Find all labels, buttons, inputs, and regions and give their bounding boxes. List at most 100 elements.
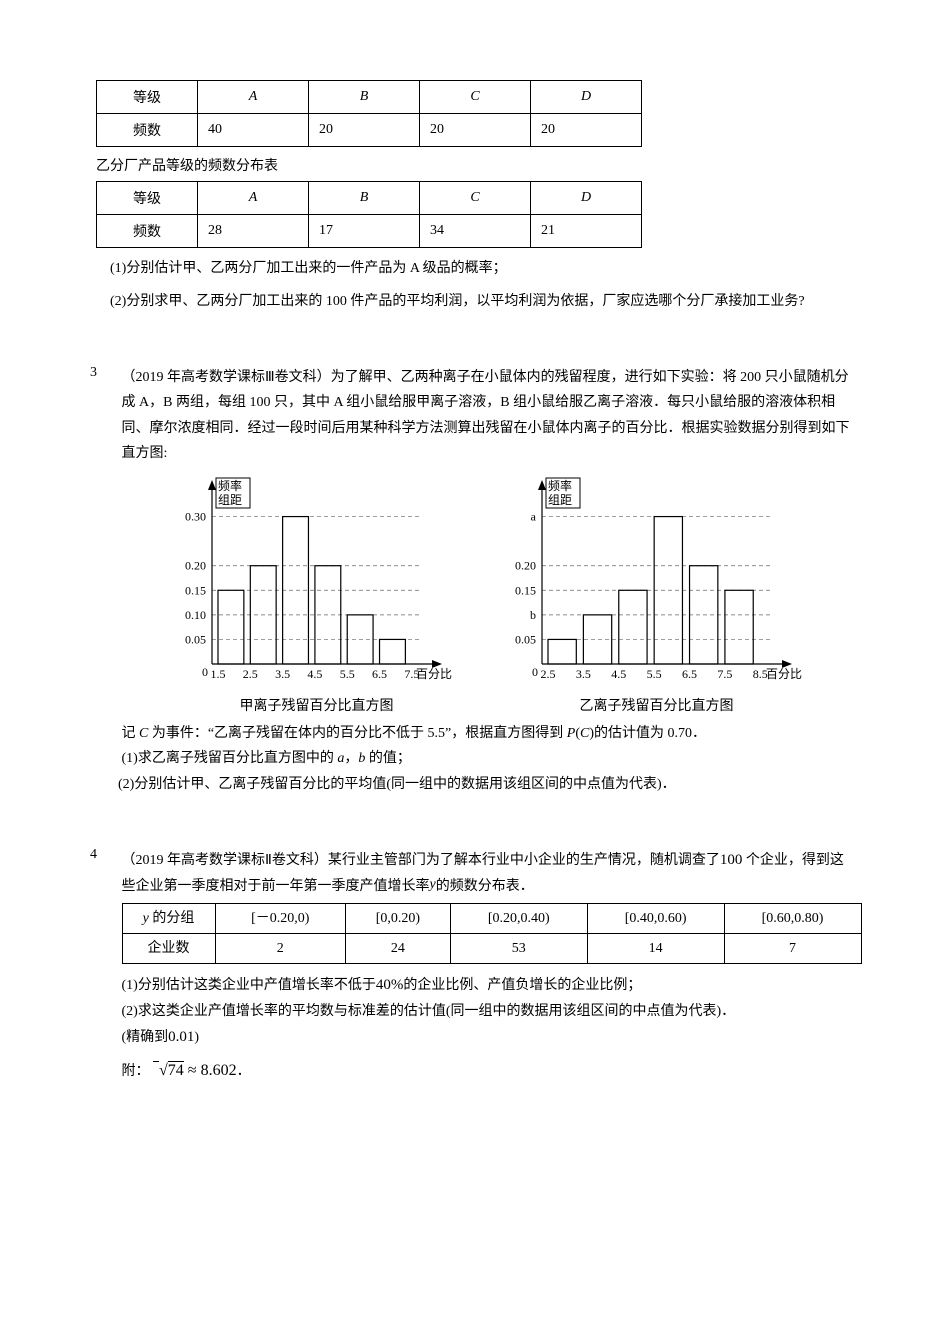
p3-q1: (1)求乙离子残留百分比直方图中的 a，b 的值； — [122, 746, 852, 771]
th-freq: 频数 — [97, 215, 198, 248]
hist1-caption: 甲离子残留百分比直方图 — [240, 694, 394, 719]
th-grade: 等级 — [97, 81, 198, 114]
td-c: 20 — [420, 114, 531, 147]
svg-text:5.5: 5.5 — [646, 667, 661, 681]
svg-text:0.15: 0.15 — [185, 583, 206, 597]
p4-q1b: 的企业比例、产值负增长的企业比例； — [403, 978, 641, 993]
p4-q1a: (1)分别估计这类企业中产值增长率不低于 — [122, 978, 376, 993]
td-a: 28 — [198, 215, 309, 248]
svg-text:b: b — [530, 608, 536, 622]
p4-appendix: 附： √74 ≈ 8.602． — [122, 1057, 852, 1086]
svg-text:百分比: 百分比 — [416, 667, 452, 681]
th-c: C — [420, 182, 531, 215]
svg-text:0.10: 0.10 — [185, 608, 206, 622]
svg-text:6.5: 6.5 — [372, 667, 387, 681]
p4-t1: 某行业主管部门为了解本行业中小企业的生产情况，随机调查了 — [328, 853, 720, 868]
td-d: 21 — [531, 215, 642, 248]
p4-100: 100 — [720, 852, 743, 868]
p4-r2-4: 7 — [724, 934, 861, 964]
p4-src: （2019 年高考数学课标Ⅱ卷文科） — [122, 853, 328, 868]
histogram-yi: 频率组距0.05b0.150.20a02.53.54.55.56.57.58.5… — [492, 472, 822, 719]
p4-prec-v: 0.01 — [168, 1029, 194, 1045]
p4-y: y — [430, 877, 436, 892]
svg-text:0.20: 0.20 — [515, 559, 536, 573]
svg-text:6.5: 6.5 — [682, 667, 697, 681]
svg-text:a: a — [530, 510, 536, 524]
problem-num-3: 3 — [90, 365, 118, 381]
td-c: 34 — [420, 215, 531, 248]
td-d: 20 — [531, 114, 642, 147]
th-a: A — [198, 81, 309, 114]
svg-text:0.20: 0.20 — [185, 559, 206, 573]
th-d: D — [531, 182, 642, 215]
p4-prec-b: ) — [194, 1030, 199, 1045]
svg-text:0.05: 0.05 — [515, 632, 536, 646]
table-factory-b: 等级 A B C D 频数 28 17 34 21 — [96, 181, 642, 248]
svg-text:组距: 组距 — [218, 493, 242, 507]
p4-r2h: 企业数 — [122, 934, 215, 964]
p4-r1h: y 的分组 — [122, 903, 215, 933]
svg-text:7.5: 7.5 — [717, 667, 732, 681]
th-b: B — [309, 182, 420, 215]
svg-text:1.5: 1.5 — [210, 667, 225, 681]
p4-prec-a: (精确到 — [122, 1030, 169, 1045]
p4-app-a: 附： — [122, 1064, 150, 1079]
svg-text:4.5: 4.5 — [307, 667, 322, 681]
svg-text:0: 0 — [202, 665, 208, 679]
p4-r1-4: [0.60,0.80) — [724, 903, 861, 933]
p4-q2: (2)求这类企业产值增长率的平均数与标准差的估计值(同一组中的数据用该组区间的中… — [122, 999, 852, 1024]
p3-q2: (2)分别估计甲、乙离子残留百分比的平均值(同一组中的数据用该组区间的中点值为代… — [90, 772, 860, 797]
q2-sub1: (1)分别估计甲、乙两分厂加工出来的一件产品为 A 级品的概率； — [110, 256, 860, 283]
p4-table: y 的分组 [－0.20,0) [0,0.20) [0.20,0.40) [0.… — [122, 903, 862, 964]
svg-text:3.5: 3.5 — [575, 667, 590, 681]
caption-table-b: 乙分厂产品等级的频数分布表 — [96, 155, 860, 175]
td-b: 20 — [309, 114, 420, 147]
svg-text:3.5: 3.5 — [275, 667, 290, 681]
p4-r1-3: [0.40,0.60) — [587, 903, 724, 933]
p4-40: 40% — [376, 977, 404, 993]
th-a: A — [198, 182, 309, 215]
td-a: 40 — [198, 114, 309, 147]
td-b: 17 — [309, 215, 420, 248]
th-grade: 等级 — [97, 182, 198, 215]
p4-app-b: √74 ≈ 8.602 — [153, 1061, 237, 1079]
svg-text:百分比: 百分比 — [766, 667, 802, 681]
hist1-svg: 频率组距 0.05 0.10 0.15 0.20 0.30 01.5 2.5 3.5 4.5 5.5… — [162, 472, 472, 692]
hist2-svg: 频率组距0.05b0.150.20a02.53.54.55.56.57.58.5… — [492, 472, 822, 692]
p4-r1-0: [－0.20,0) — [215, 903, 345, 933]
p4-prec: (精确到0.01) — [122, 1024, 852, 1051]
p4-t3: 的频数分布表． — [436, 879, 534, 894]
hist2-caption: 乙离子残留百分比直方图 — [580, 694, 734, 719]
problem-3: 3 （2019 年高考数学课标Ⅲ卷文科）为了解甲、乙两种离子在小鼠体内的残留程度… — [90, 365, 860, 797]
histogram-row: 频率组距0.050.100.150.200.3001.52.53.54.55.5… — [162, 472, 852, 719]
p4-r2-0: 2 — [215, 934, 345, 964]
svg-text:2.5: 2.5 — [242, 667, 257, 681]
svg-text:0.15: 0.15 — [515, 583, 536, 597]
problem-4: 4 （2019 年高考数学课标Ⅱ卷文科）某行业主管部门为了解本行业中小企业的生产… — [90, 847, 860, 1087]
p4-r1-1: [0,0.20) — [345, 903, 450, 933]
p4-r2-1: 24 — [345, 934, 450, 964]
svg-text:0.30: 0.30 — [185, 510, 206, 524]
svg-text:频率: 频率 — [548, 478, 572, 493]
q2-sub2: (2)分别求甲、乙两分厂加工出来的 100 件产品的平均利润，以平均利润为依据，… — [110, 289, 860, 316]
th-d: D — [531, 81, 642, 114]
problem-num-4: 4 — [90, 847, 118, 863]
svg-text:2.5: 2.5 — [540, 667, 555, 681]
p3-line-c-txt: 记 C 为事件：“乙离子残留在体内的百分比不低于 5.5”，根据直方图得到 P(… — [122, 726, 707, 741]
p3-line-c: 记 C 为事件：“乙离子残留在体内的百分比不低于 5.5”，根据直方图得到 P(… — [122, 721, 852, 746]
p4-q1: (1)分别估计这类企业中产值增长率不低于40%的企业比例、产值负增长的企业比例； — [122, 972, 852, 999]
svg-text:0.05: 0.05 — [185, 632, 206, 646]
table-factory-a: 等级 A B C D 频数 40 20 20 20 — [96, 80, 642, 147]
histogram-jia: 频率组距 0.05 0.10 0.15 0.20 0.30 01.5 2.5 3.5 4.5 5.5… — [162, 472, 472, 719]
svg-text:4.5: 4.5 — [611, 667, 626, 681]
p4-r2-3: 14 — [587, 934, 724, 964]
svg-text:频率: 频率 — [218, 478, 242, 493]
p4-app-c: ． — [237, 1064, 251, 1079]
p4-r1-2: [0.20,0.40) — [450, 903, 587, 933]
th-c: C — [420, 81, 531, 114]
svg-text:5.5: 5.5 — [339, 667, 354, 681]
problem-4-body: （2019 年高考数学课标Ⅱ卷文科）某行业主管部门为了解本行业中小企业的生产情况… — [122, 847, 852, 1087]
problem-3-src: （2019 年高考数学课标Ⅲ卷文科） — [122, 370, 331, 385]
svg-text:0: 0 — [532, 665, 538, 679]
svg-text:组距: 组距 — [548, 493, 572, 507]
